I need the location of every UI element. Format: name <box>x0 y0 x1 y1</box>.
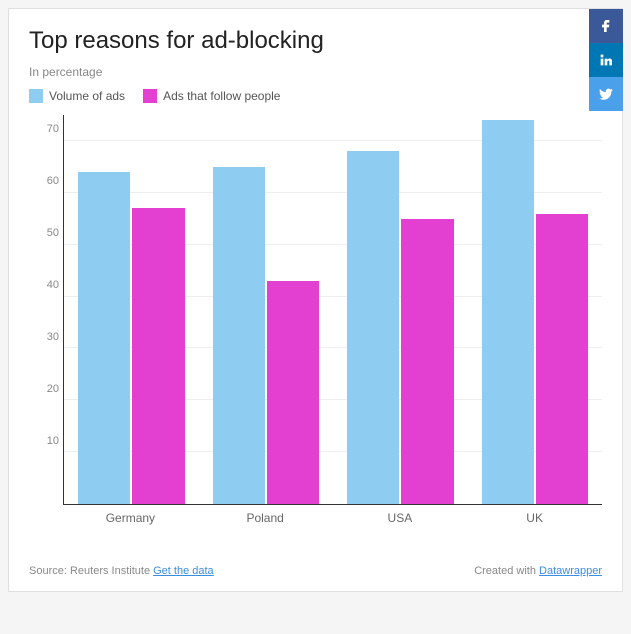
bar-group <box>199 115 334 504</box>
legend: Volume of ads Ads that follow people <box>29 89 602 103</box>
chart-subtitle: In percentage <box>29 65 602 79</box>
legend-swatch <box>143 89 157 103</box>
legend-item: Volume of ads <box>29 89 125 103</box>
credit-text: Created with Datawrapper <box>474 565 602 577</box>
legend-label: Volume of ads <box>49 89 125 103</box>
y-tick-label: 30 <box>29 331 59 343</box>
bar <box>482 120 534 504</box>
plot-area <box>63 115 602 505</box>
bar-group <box>333 115 468 504</box>
twitter-icon <box>598 86 614 102</box>
bar <box>78 172 130 504</box>
legend-label: Ads that follow people <box>163 89 280 103</box>
bar-group <box>64 115 199 504</box>
x-tick-label: Germany <box>63 505 198 535</box>
source-prefix: Source: Reuters Institute <box>29 565 153 577</box>
legend-swatch <box>29 89 43 103</box>
get-data-link[interactable]: Get the data <box>153 565 214 577</box>
y-tick-label: 10 <box>29 435 59 447</box>
y-tick-label: 50 <box>29 227 59 239</box>
source-text: Source: Reuters Institute Get the data <box>29 565 214 577</box>
chart-footer: Source: Reuters Institute Get the data C… <box>29 565 602 577</box>
bar <box>267 281 319 504</box>
bar <box>347 151 399 504</box>
bar <box>213 167 265 504</box>
bar <box>401 219 453 504</box>
bar <box>132 208 184 504</box>
bar <box>536 214 588 504</box>
y-axis: 10 20 30 40 50 60 70 <box>29 115 63 505</box>
x-axis: GermanyPolandUSAUK <box>63 505 602 535</box>
datawrapper-link[interactable]: Datawrapper <box>539 565 602 577</box>
legend-item: Ads that follow people <box>143 89 280 103</box>
x-tick-label: UK <box>467 505 602 535</box>
chart-area: 10 20 30 40 50 60 70 GermanyPolandUSAUK <box>29 115 602 535</box>
chart-card: Top reasons for ad-blocking In percentag… <box>8 8 623 592</box>
share-bar <box>589 9 623 111</box>
linkedin-share-button[interactable] <box>589 43 623 77</box>
facebook-icon <box>598 18 614 34</box>
y-tick-label: 20 <box>29 383 59 395</box>
facebook-share-button[interactable] <box>589 9 623 43</box>
credit-prefix: Created with <box>474 565 539 577</box>
y-tick-label: 40 <box>29 279 59 291</box>
x-tick-label: Poland <box>198 505 333 535</box>
linkedin-icon <box>598 52 614 68</box>
bars-container <box>64 115 602 504</box>
twitter-share-button[interactable] <box>589 77 623 111</box>
x-tick-label: USA <box>333 505 468 535</box>
y-tick-label: 60 <box>29 175 59 187</box>
y-tick-label: 70 <box>29 123 59 135</box>
bar-group <box>468 115 603 504</box>
chart-title: Top reasons for ad-blocking <box>29 27 602 55</box>
